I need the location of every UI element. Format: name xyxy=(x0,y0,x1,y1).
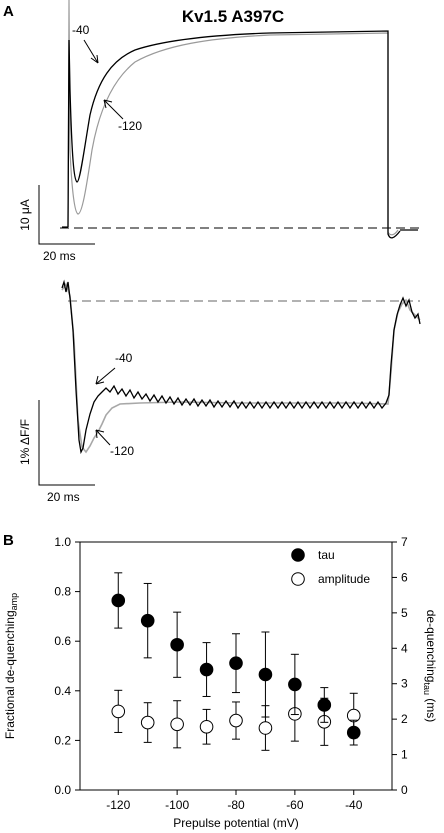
y-right-tick-label: 7 xyxy=(401,535,408,549)
y-right-tick-label: 4 xyxy=(401,641,408,655)
x-tick-label: -60 xyxy=(286,798,304,812)
y-left-tick-label: 0.4 xyxy=(54,684,71,698)
legend-marker-amplitude xyxy=(291,572,305,586)
fluorescence-label-minus120: -120 xyxy=(110,444,134,458)
fluorescence-arrow-minus40 xyxy=(95,367,116,385)
y-axis-left-label: Fractional de-quenchingamp xyxy=(3,593,19,739)
point-amplitude xyxy=(199,719,214,734)
y-left-tick-label: 0.0 xyxy=(54,783,71,797)
x-tick-label: -80 xyxy=(227,798,245,812)
x-tick-label: -40 xyxy=(345,798,363,812)
x-tick-label: -100 xyxy=(165,798,189,812)
current-arrow-minus40 xyxy=(83,39,99,64)
current-scale-x: 20 ms xyxy=(43,249,76,263)
y-axis-right-label-main: de-quenching xyxy=(424,610,438,683)
fluorescence-trace-minus40 xyxy=(61,279,421,455)
point-tau xyxy=(288,677,302,692)
y-right-tick-label: 1 xyxy=(401,748,408,762)
y-right-tick-label: 3 xyxy=(401,677,408,691)
current-label-minus40: -40 xyxy=(72,23,90,37)
current-scale-bar xyxy=(38,185,95,245)
panel-b-letter: B xyxy=(3,532,14,549)
fluorescence-arrowhead-minus120 xyxy=(95,429,105,439)
point-tau xyxy=(346,725,361,740)
current-arrow-minus120 xyxy=(103,99,124,120)
point-amplitude xyxy=(140,715,155,730)
fluorescence-arrow-minus120 xyxy=(95,429,111,446)
point-amplitude xyxy=(258,721,273,735)
x-axis-label: Prepulse potential (mV) xyxy=(173,816,298,830)
fluorescence-label-minus40: -40 xyxy=(115,351,133,365)
point-tau xyxy=(111,593,126,608)
point-amplitude xyxy=(170,717,184,732)
y-left-tick-label: 0.8 xyxy=(54,585,71,599)
legend-label-amplitude: amplitude xyxy=(318,572,370,586)
point-amplitude xyxy=(229,713,243,728)
y-axis-right-label-unit: (ms) xyxy=(424,695,438,722)
current-trace-minus40 xyxy=(67,30,401,239)
legend-label-tau: tau xyxy=(318,548,335,562)
y-right-tick-label: 5 xyxy=(401,606,408,620)
current-scale-y: 10 μA xyxy=(18,199,32,231)
point-tau xyxy=(317,698,332,712)
fluorescence-traces xyxy=(61,279,421,455)
fluorescence-scale-bar xyxy=(38,400,95,486)
y-left-tick-label: 1.0 xyxy=(54,535,71,549)
x-axis: -120 -100 -80 -60 -40 xyxy=(106,790,363,812)
fluorescence-arrowhead-minus40 xyxy=(95,375,105,385)
fluorescence-scale-x: 20 ms xyxy=(47,490,80,504)
panel-a-letter: A xyxy=(3,3,14,20)
chart: -120 -100 -80 -60 -40 0.0 0.2 0.4 0.6 0.8 1.0 0 1 2… xyxy=(3,535,438,830)
point-tau xyxy=(229,656,243,670)
point-amplitude xyxy=(111,704,126,719)
y-axis-right: 0 1 2 3 4 5 6 7 xyxy=(392,535,408,797)
point-tau xyxy=(199,662,214,677)
y-right-tick-label: 6 xyxy=(401,570,408,584)
x-tick-label: -120 xyxy=(106,798,130,812)
point-tau xyxy=(170,637,184,652)
fluorescence-trace-minus120 xyxy=(61,282,421,454)
y-left-tick-label: 0.2 xyxy=(54,733,71,747)
fluorescence-scale-y: 1% ΔF/F xyxy=(18,419,32,465)
y-axis-left: 0.0 0.2 0.4 0.6 0.8 1.0 xyxy=(54,535,80,797)
point-tau xyxy=(258,667,273,682)
y-axis-left-label-main: Fractional de-quenching xyxy=(3,610,17,739)
y-right-tick-label: 0 xyxy=(401,783,408,797)
legend-marker-tau xyxy=(291,548,305,562)
y-axis-left-label-sub: amp xyxy=(9,593,19,611)
point-tau xyxy=(140,613,155,628)
series-layer xyxy=(111,572,361,751)
y-left-tick-label: 0.6 xyxy=(54,634,71,648)
current-arrowhead-minus120 xyxy=(103,99,113,109)
current-label-minus120: -120 xyxy=(118,119,142,133)
current-arrowhead-minus40 xyxy=(90,54,99,64)
panel-a-title: Kv1.5 A397C xyxy=(182,7,284,26)
current-traces xyxy=(60,0,420,239)
y-axis-right-label-sub: tau xyxy=(422,682,432,695)
legend: tau amplitude xyxy=(291,548,370,586)
y-right-tick-label: 2 xyxy=(401,712,408,726)
y-axis-right-label: de-quenchingtau (ms) xyxy=(422,610,438,723)
